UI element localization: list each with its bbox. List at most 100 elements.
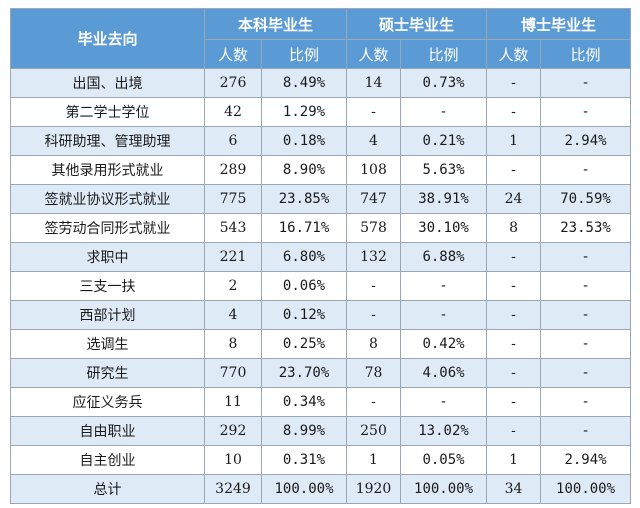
count-cell: 292	[204, 416, 262, 446]
ratio-cell: -	[400, 387, 488, 417]
ratio-cell: 0.21%	[400, 126, 488, 156]
row-label: 研究生	[10, 358, 205, 388]
ratio-cell: 23.85%	[260, 184, 348, 214]
subheader-ratio: 比例	[260, 39, 348, 69]
count-cell: 4	[204, 300, 262, 330]
table-row: 求职中 221 6.80% 132 6.88% - -	[10, 242, 632, 272]
ratio-cell: 0.73%	[400, 68, 488, 98]
row-label: 求职中	[10, 242, 205, 272]
ratio-cell: -	[400, 97, 488, 127]
count-cell: -	[486, 68, 542, 98]
count-cell: 24	[486, 184, 542, 214]
count-cell: 2	[204, 271, 262, 301]
count-cell: -	[486, 242, 542, 272]
row-label: 签就业协议形式就业	[10, 184, 205, 214]
count-cell: -	[486, 97, 542, 127]
ratio-cell: 8.99%	[260, 416, 348, 446]
count-cell: -	[346, 97, 402, 127]
ratio-cell: 0.25%	[260, 329, 348, 359]
subheader-ratio: 比例	[400, 39, 488, 69]
ratio-cell: -	[540, 155, 632, 185]
ratio-cell: 0.06%	[260, 271, 348, 301]
count-cell: 578	[346, 213, 402, 243]
ratio-cell: 0.12%	[260, 300, 348, 330]
count-cell: -	[486, 329, 542, 359]
count-cell: 1	[346, 445, 402, 475]
table-row: 三支一扶 2 0.06% - - - -	[10, 271, 632, 301]
ratio-cell: 6.80%	[260, 242, 348, 272]
count-cell: 78	[346, 358, 402, 388]
graduate-destination-table: 毕业去向 本科毕业生 硕士毕业生 博士毕业生 人数 比例 人数 比例 人数 比例…	[10, 8, 632, 504]
count-cell: 108	[346, 155, 402, 185]
count-cell: 1	[486, 126, 542, 156]
table-row: 选调生 8 0.25% 8 0.42% - -	[10, 329, 632, 359]
ratio-cell: 38.91%	[400, 184, 488, 214]
count-cell: 34	[486, 474, 542, 504]
count-cell: 276	[204, 68, 262, 98]
ratio-cell: 0.31%	[260, 445, 348, 475]
count-cell: -	[486, 300, 542, 330]
row-label: 自由职业	[10, 416, 205, 446]
count-cell: 132	[346, 242, 402, 272]
count-cell: 747	[346, 184, 402, 214]
ratio-cell: 8.49%	[260, 68, 348, 98]
subheader-count: 人数	[486, 39, 542, 69]
ratio-cell: 16.71%	[260, 213, 348, 243]
count-cell: 250	[346, 416, 402, 446]
count-cell: 8	[486, 213, 542, 243]
ratio-cell: -	[540, 271, 632, 301]
row-label: 总计	[10, 474, 205, 504]
ratio-cell: 23.53%	[540, 213, 632, 243]
count-cell: 1920	[346, 474, 402, 504]
table-row: 应征义务兵 11 0.34% - - - -	[10, 387, 632, 417]
ratio-cell: 100.00%	[400, 474, 488, 504]
table-row: 自由职业 292 8.99% 250 13.02% - -	[10, 416, 632, 446]
ratio-cell: -	[540, 68, 632, 98]
count-cell: -	[486, 271, 542, 301]
count-cell: 6	[204, 126, 262, 156]
ratio-cell: -	[540, 387, 632, 417]
table-row: 第二学士学位 42 1.29% - - - -	[10, 97, 632, 127]
ratio-cell: 0.05%	[400, 445, 488, 475]
count-cell: 289	[204, 155, 262, 185]
ratio-cell: 4.06%	[400, 358, 488, 388]
ratio-cell: -	[540, 300, 632, 330]
header-group-doctor: 博士毕业生	[486, 8, 632, 40]
ratio-cell: 2.94%	[540, 126, 632, 156]
ratio-cell: -	[540, 242, 632, 272]
ratio-cell: 1.29%	[260, 97, 348, 127]
table-row: 研究生 770 23.70% 78 4.06% - -	[10, 358, 632, 388]
table-body: 出国、出境 276 8.49% 14 0.73% - - 第二学士学位 42 1.29% - - - - 科…	[10, 68, 632, 504]
count-cell: -	[486, 387, 542, 417]
count-cell: -	[346, 300, 402, 330]
ratio-cell: 13.02%	[400, 416, 488, 446]
count-cell: 8	[204, 329, 262, 359]
row-label: 应征义务兵	[10, 387, 205, 417]
table-row: 西部计划 4 0.12% - - - -	[10, 300, 632, 330]
count-cell: 1	[486, 445, 542, 475]
ratio-cell: 30.10%	[400, 213, 488, 243]
ratio-cell: 0.18%	[260, 126, 348, 156]
count-cell: 42	[204, 97, 262, 127]
count-cell: -	[486, 155, 542, 185]
table-row: 科研助理、管理助理 6 0.18% 4 0.21% 1 2.94%	[10, 126, 632, 156]
subheader-count: 人数	[346, 39, 402, 69]
ratio-cell: 0.34%	[260, 387, 348, 417]
row-label: 选调生	[10, 329, 205, 359]
table-row: 签劳动合同形式就业 543 16.71% 578 30.10% 8 23.53%	[10, 213, 632, 243]
row-label: 自主创业	[10, 445, 205, 475]
ratio-cell: 0.42%	[400, 329, 488, 359]
table-row: 总计 3249 100.00% 1920 100.00% 34 100.00%	[10, 474, 632, 504]
count-cell: 221	[204, 242, 262, 272]
count-cell: 3249	[204, 474, 262, 504]
count-cell: 543	[204, 213, 262, 243]
count-cell: -	[486, 358, 542, 388]
ratio-cell: 2.94%	[540, 445, 632, 475]
row-label: 科研助理、管理助理	[10, 126, 205, 156]
count-cell: 8	[346, 329, 402, 359]
ratio-cell: 23.70%	[260, 358, 348, 388]
ratio-cell: -	[540, 416, 632, 446]
row-label: 签劳动合同形式就业	[10, 213, 205, 243]
count-cell: 10	[204, 445, 262, 475]
header-category: 毕业去向	[10, 8, 205, 69]
